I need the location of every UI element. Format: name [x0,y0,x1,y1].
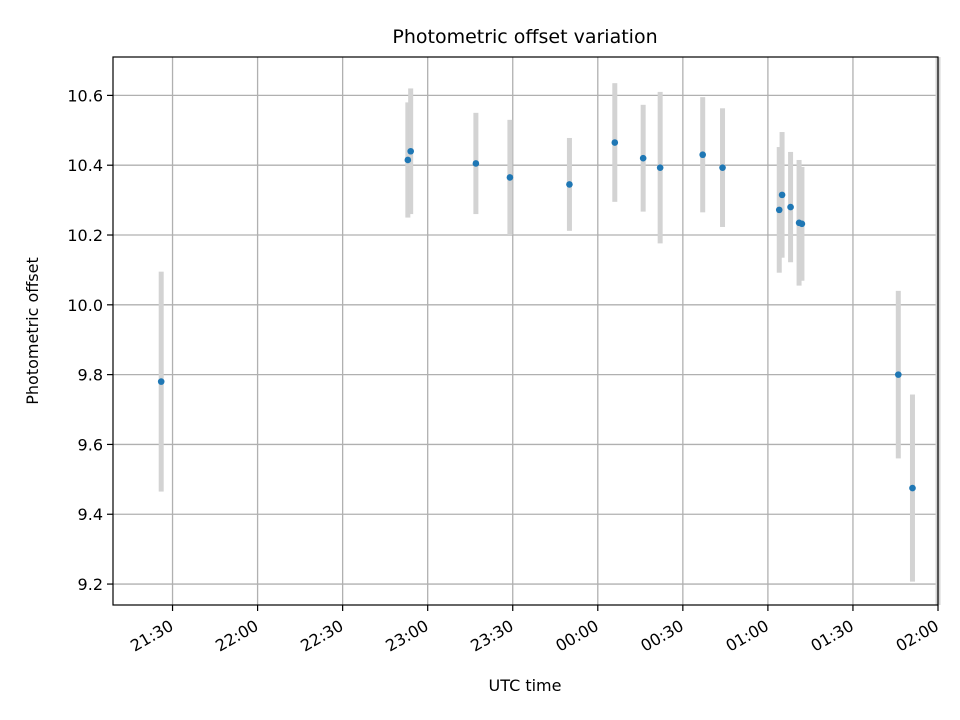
data-point [404,156,412,164]
y-axis-label: Photometric offset [23,257,42,405]
data-point [472,160,480,167]
data-point [157,378,165,385]
data-point [719,164,726,171]
x-tick-label: 22:00 [212,616,261,656]
x-tick-label: 21:30 [127,616,176,656]
data-point [566,181,573,188]
y-tick-label: 9.4 [78,505,103,524]
y-tick-label: 9.2 [78,575,103,594]
data-point [775,206,783,214]
chart-title: Photometric offset variation [392,26,657,48]
data-point [506,174,514,181]
x-tick-label: 00:00 [552,616,601,656]
x-tick-label: 00:30 [637,616,686,656]
x-tick-label: 22:30 [297,616,346,656]
y-tick-label: 10.4 [67,156,103,175]
x-tick-label: 02:00 [893,616,942,656]
data-point [778,191,786,199]
data-point [407,147,414,155]
y-tick-label: 9.8 [78,366,103,385]
data-point [639,154,647,162]
y-tick-label: 10.6 [67,86,103,105]
grid [113,57,939,605]
data-point [656,164,664,171]
data-points [157,139,916,492]
x-tick-label: 23:30 [467,616,516,656]
data-point [611,139,619,146]
x-tick-label: 23:00 [382,616,431,656]
y-axis-ticks: 9.2 9.4 9.6 9.8 10.0 10.2 10.4 10.6 [67,86,113,594]
y-tick-label: 10.2 [67,226,103,245]
x-axis-label: UTC time [489,676,562,695]
y-tick-label: 9.6 [78,435,103,454]
data-point [909,484,916,492]
data-point [699,151,706,159]
data-point [895,371,902,378]
plot-frame [112,56,939,606]
x-tick-label: 01:30 [808,616,857,656]
data-point [798,220,806,228]
data-point [787,203,794,211]
y-tick-label: 10.0 [67,296,103,315]
x-tick-label: 01:00 [722,616,771,656]
x-axis-ticks: 21:30 22:00 22:30 23:00 23:30 00:00 00:30 01:00… [127,605,942,656]
error-bars [158,57,941,605]
